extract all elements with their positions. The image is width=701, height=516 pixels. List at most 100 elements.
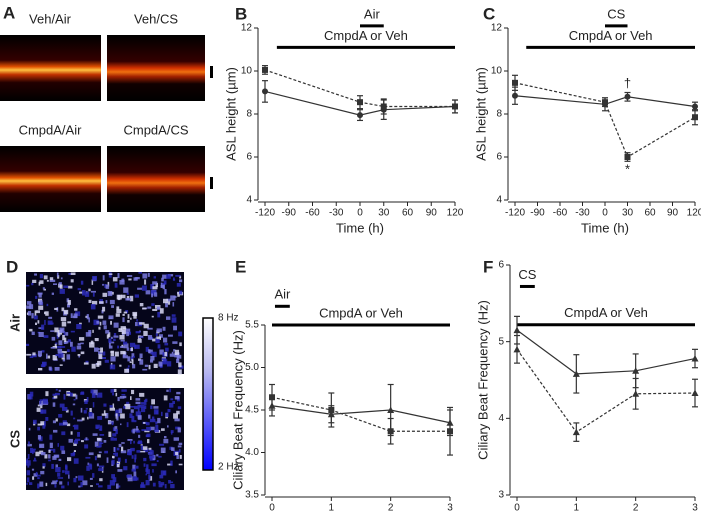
x-tick-label: 0: [602, 208, 608, 219]
speck: [42, 463, 46, 468]
speck: [58, 352, 64, 358]
speck: [140, 484, 146, 488]
y-tick-label: 6: [498, 260, 504, 271]
speck: [126, 275, 133, 277]
speck: [151, 303, 155, 306]
marker: [632, 367, 640, 374]
y-tick-label: 5: [498, 336, 504, 347]
speck: [53, 395, 58, 399]
speck: [46, 279, 49, 282]
speck: [128, 278, 132, 281]
speck: [102, 283, 104, 286]
speck: [102, 351, 106, 356]
speck: [99, 478, 103, 482]
speck: [139, 450, 146, 453]
speck: [108, 420, 114, 424]
x-tick-label: -90: [530, 208, 545, 219]
speck: [171, 351, 174, 354]
speck: [129, 361, 132, 363]
speck: [167, 361, 172, 367]
speck: [53, 448, 56, 453]
speck: [44, 421, 46, 427]
speck: [92, 433, 98, 436]
speck: [66, 392, 71, 394]
speck: [57, 346, 62, 349]
speck: [139, 359, 144, 365]
speck: [48, 448, 53, 451]
speck: [39, 481, 44, 487]
speck: [68, 438, 73, 443]
speck: [29, 391, 34, 397]
speck: [101, 357, 106, 359]
speck: [46, 303, 49, 307]
speck: [144, 430, 150, 433]
speck: [114, 447, 117, 453]
speck: [96, 463, 99, 467]
speck: [70, 313, 73, 318]
y-tick-label: 4: [496, 195, 502, 206]
speck: [47, 355, 51, 359]
speck: [65, 409, 69, 413]
speck: [26, 353, 32, 356]
panel-letter: F: [483, 257, 493, 276]
speck: [137, 442, 141, 444]
series-line: [514, 82, 696, 158]
speck: [62, 335, 65, 341]
speck: [152, 308, 158, 311]
speck: [68, 273, 71, 275]
speck: [150, 356, 155, 361]
speck: [44, 319, 46, 326]
speck: [174, 349, 180, 355]
speck: [88, 288, 91, 292]
speck: [85, 456, 91, 459]
speck: [34, 315, 38, 320]
speck: [145, 473, 148, 476]
marker: [512, 79, 518, 86]
speck: [109, 299, 115, 305]
speck: [175, 426, 180, 430]
marker: [357, 99, 363, 106]
scale-bar: [210, 66, 213, 78]
speck: [138, 434, 141, 438]
speck: [58, 282, 62, 287]
series-line: [514, 95, 696, 108]
speck: [133, 471, 137, 477]
speck: [102, 275, 105, 281]
speck: [140, 402, 145, 405]
x-tick-label: 0: [357, 208, 363, 219]
speck: [115, 392, 118, 397]
speck: [60, 277, 63, 280]
speck: [150, 290, 157, 294]
speck: [120, 413, 125, 419]
speck: [149, 450, 154, 455]
speck: [118, 443, 122, 448]
speck: [130, 317, 132, 320]
speck: [72, 403, 76, 406]
speck: [155, 421, 158, 425]
y-tick-label: 3.5: [245, 490, 259, 501]
speck: [80, 391, 85, 395]
speck: [48, 316, 53, 319]
speck: [88, 333, 90, 337]
speck: [90, 290, 96, 293]
speck: [135, 277, 140, 280]
speck: [38, 327, 44, 329]
speck: [111, 305, 114, 308]
speck: [37, 426, 40, 431]
speck: [103, 325, 107, 330]
marker: [572, 370, 580, 377]
speck: [88, 330, 92, 334]
speck: [133, 440, 135, 444]
speck: [26, 482, 28, 485]
speck: [130, 356, 133, 360]
speck: [162, 284, 165, 290]
speck: [58, 389, 61, 392]
speck: [98, 428, 102, 431]
speck: [67, 339, 71, 343]
speck: [123, 405, 126, 409]
speck: [40, 421, 45, 426]
speck: [92, 402, 95, 408]
speck: [113, 447, 115, 452]
speck: [26, 343, 30, 346]
speck: [132, 428, 135, 434]
